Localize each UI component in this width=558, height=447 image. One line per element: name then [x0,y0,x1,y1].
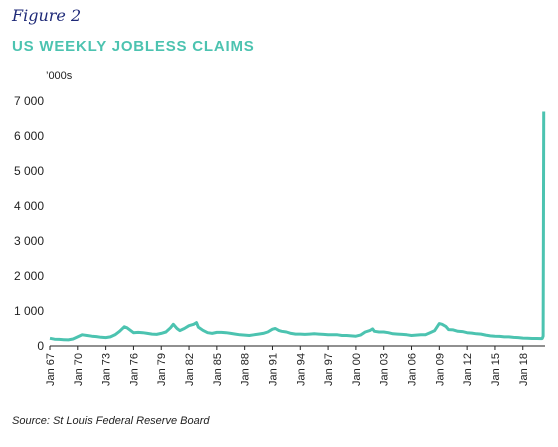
x-tick-label: Jan 18 [518,353,530,386]
x-tick-label: Jan 82 [184,353,196,386]
x-tick-label: Jan 85 [212,353,224,386]
y-tick-label: 2 000 [14,269,44,283]
y-tick-label: 7 000 [14,94,44,108]
y-tick-label: 5 000 [14,164,44,178]
x-tick-label: Jan 94 [295,353,307,386]
x-tick-label: Jan 79 [156,353,168,386]
x-tick-label: Jan 12 [462,353,474,386]
y-tick-label: 3 000 [14,234,44,248]
x-tick-label: Jan 67 [45,353,57,386]
x-tick-label: Jan 06 [407,353,419,386]
series-line-jobless-claims [49,111,546,342]
x-tick-label: Jan 15 [490,353,502,386]
y-tick-label: 0 [37,339,44,353]
source-note: Source: St Louis Federal Reserve Board [12,415,210,427]
x-tick-label: Jan 00 [351,353,363,386]
series-group [49,111,546,342]
y-axis-unit-label: ’000s [46,70,73,82]
x-tick-label: Jan 73 [101,353,113,386]
x-tick-label: Jan 03 [379,353,391,386]
x-tick-label: Jan 70 [73,353,85,386]
x-tick-label: Jan 91 [267,353,279,386]
y-tick-label: 1 000 [14,304,44,318]
x-axis: Jan 67 Jan 70 Jan 73 Jan 76 Jan 79 Jan 82 Jan … [45,345,545,386]
figure-label: Figure 2 [12,6,82,25]
x-tick-label: Jan 76 [128,353,140,386]
x-tick-label: Jan 88 [240,353,252,386]
x-tick-label: Jan 97 [323,353,335,386]
y-tick-label: 4 000 [14,199,44,213]
chart-title: US WEEKLY JOBLESS CLAIMS [12,38,255,55]
y-axis: 0 1 000 2 000 3 000 4 000 5 000 6 000 7 000 [14,94,44,353]
x-tick-label: Jan 09 [434,353,446,386]
y-tick-label: 6 000 [14,129,44,143]
